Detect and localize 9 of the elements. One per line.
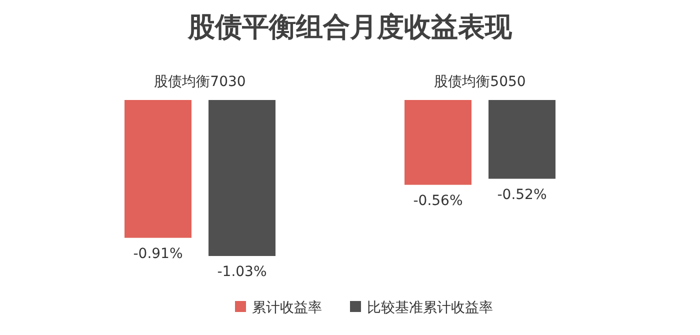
data-label: -0.91% bbox=[133, 246, 183, 262]
data-label: -0.56% bbox=[413, 192, 463, 209]
legend-label: 比较基准累计收益率 bbox=[367, 300, 493, 316]
chart-title: 股债平衡组合月度收益表现 bbox=[187, 12, 513, 43]
x-tick-label: 股债均衡7030 bbox=[154, 74, 246, 90]
data-label: -1.03% bbox=[217, 264, 267, 280]
legend-label: 累计收益率 bbox=[252, 300, 322, 316]
x-tick-label: 股债均衡5050 bbox=[434, 74, 526, 90]
data-label: -0.52% bbox=[497, 186, 547, 203]
